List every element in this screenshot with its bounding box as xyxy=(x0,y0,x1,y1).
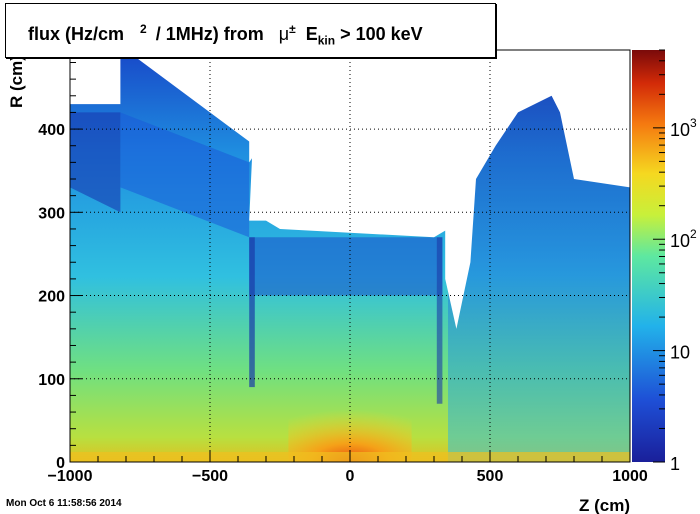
title-mu: μ xyxy=(278,24,290,44)
heat-mid-band xyxy=(249,237,443,296)
y-tick-label: 100 xyxy=(38,372,65,389)
timestamp: Mon Oct 6 11:58:56 2014 xyxy=(6,498,122,509)
empty-top-left xyxy=(70,50,121,105)
y-tick-label: 200 xyxy=(38,289,65,306)
heat-stripe-right xyxy=(436,237,443,404)
title-sup2: ± xyxy=(289,22,296,36)
x-tick-label: 0 xyxy=(346,468,355,485)
grid-lines xyxy=(70,50,630,462)
title-part1: flux (Hz/cm xyxy=(28,24,125,44)
x-tick-label: −500 xyxy=(192,468,228,485)
title-box: flux (Hz/cm 2 / 1MHz) from μ± Ekin > 100 … xyxy=(5,3,496,58)
z-tick-label: 10 xyxy=(670,343,690,363)
chart-title: flux (Hz/cm 2 / 1MHz) from μ± Ekin > 100 … xyxy=(28,22,423,48)
x-tick-label: −1000 xyxy=(48,468,93,485)
title-e: E xyxy=(305,24,318,44)
title-sub: kin xyxy=(317,33,336,48)
empty-top-region xyxy=(126,50,630,329)
y-tick-label: 400 xyxy=(38,122,65,139)
x-tick-label: 1000 xyxy=(612,468,648,485)
x-tick-label: 500 xyxy=(477,468,504,485)
z-tick-label: 103 xyxy=(670,116,697,140)
z-tick-label: 102 xyxy=(670,227,697,251)
heat-diagonal-band xyxy=(120,112,250,238)
title-sup1: 2 xyxy=(140,22,147,36)
heat-top-left-band xyxy=(70,112,121,213)
y-tick-label: 300 xyxy=(38,205,65,222)
y-tick-label: 0 xyxy=(56,455,65,472)
y-axis-label: R (cm) xyxy=(7,55,26,108)
colorbar-axis: 1 10 102 103 xyxy=(653,49,697,474)
title-part3: > 100 keV xyxy=(340,24,423,44)
heat-stripe-left xyxy=(249,237,255,388)
z-tick-label: 1 xyxy=(670,454,680,474)
x-axis: −1000 −500 0 500 1000 xyxy=(48,450,648,485)
y-axis: 0 100 200 300 400 xyxy=(38,61,82,472)
x-axis-label: Z (cm) xyxy=(579,496,630,514)
title-part2: / 1MHz) from xyxy=(150,24,264,44)
heatmap-field xyxy=(70,50,630,462)
